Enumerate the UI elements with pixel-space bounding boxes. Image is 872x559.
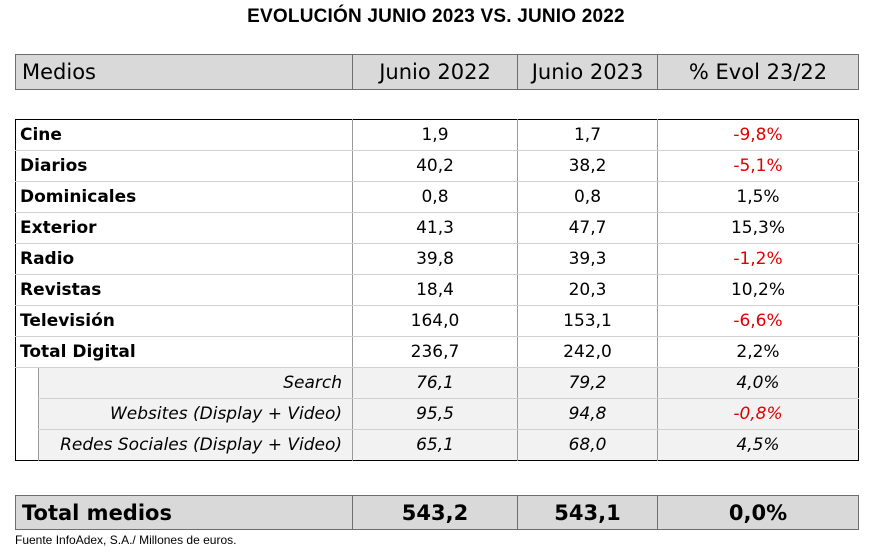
value-2023: 38,2 — [517, 150, 658, 182]
sub-row: Search 76,1 79,2 4,0% — [15, 367, 859, 399]
table-row: Diarios 40,2 38,2 -5,1% — [15, 150, 859, 182]
row-label: Total Digital — [15, 336, 353, 368]
total-row: Total medios 543,2 543,1 0,0% — [15, 495, 859, 530]
indent-cell — [15, 398, 39, 430]
value-evol: -6,6% — [657, 305, 859, 337]
value-2023: 68,0 — [517, 429, 658, 461]
indent-cell — [15, 367, 39, 399]
table-row: Dominicales 0,8 0,8 1,5% — [15, 181, 859, 213]
value-2023: 242,0 — [517, 336, 658, 368]
table-row: Total Digital 236,7 242,0 2,2% — [15, 336, 859, 368]
row-label: Radio — [15, 243, 353, 275]
total-2022: 543,2 — [352, 495, 518, 530]
value-2023: 0,8 — [517, 181, 658, 213]
value-2022: 40,2 — [352, 150, 518, 182]
data-table: Cine 1,9 1,7 -9,8% Diarios 40,2 38,2 -5,1% Domin… — [15, 119, 859, 461]
table-row: Exterior 41,3 47,7 15,3% — [15, 212, 859, 244]
total-evol: 0,0% — [657, 495, 859, 530]
value-2022: 65,1 — [352, 429, 518, 461]
row-label: Diarios — [15, 150, 353, 182]
value-2022: 164,0 — [352, 305, 518, 337]
value-2022: 236,7 — [352, 336, 518, 368]
header-evol: % Evol 23/22 — [657, 54, 859, 90]
header-junio-2022: Junio 2022 — [352, 54, 518, 90]
header-junio-2023: Junio 2023 — [517, 54, 658, 90]
value-2023: 47,7 — [517, 212, 658, 244]
row-label: Televisión — [15, 305, 353, 337]
table-row: Televisión 164,0 153,1 -6,6% — [15, 305, 859, 337]
value-2023: 39,3 — [517, 243, 658, 275]
value-evol: -1,2% — [657, 243, 859, 275]
value-2022: 41,3 — [352, 212, 518, 244]
table-row: Radio 39,8 39,3 -1,2% — [15, 243, 859, 275]
value-2022: 76,1 — [352, 367, 518, 399]
value-evol: 1,5% — [657, 181, 859, 213]
table-row: Cine 1,9 1,7 -9,8% — [15, 119, 859, 151]
value-evol: 15,3% — [657, 212, 859, 244]
sub-row-label: Redes Sociales (Display + Video) — [38, 429, 353, 461]
value-2022: 39,8 — [352, 243, 518, 275]
header-medios: Medios — [22, 60, 96, 84]
value-evol: 10,2% — [657, 274, 859, 306]
row-label: Dominicales — [15, 181, 353, 213]
value-2022: 1,9 — [352, 119, 518, 151]
value-2023: 153,1 — [517, 305, 658, 337]
value-2023: 94,8 — [517, 398, 658, 430]
value-2022: 18,4 — [352, 274, 518, 306]
table-header: Medios Junio 2022 Junio 2023 % Evol 23/2… — [15, 54, 859, 90]
value-evol: -0,8% — [657, 398, 859, 430]
row-label: Exterior — [15, 212, 353, 244]
value-2022: 95,5 — [352, 398, 518, 430]
source-note: Fuente InfoAdex, S.A./ Millones de euros… — [15, 533, 237, 547]
row-label: Cine — [15, 119, 353, 151]
value-2023: 1,7 — [517, 119, 658, 151]
value-2022: 0,8 — [352, 181, 518, 213]
page-title: EVOLUCIÓN JUNIO 2023 VS. JUNIO 2022 — [247, 6, 625, 27]
value-evol: 4,5% — [657, 429, 859, 461]
sub-row: Redes Sociales (Display + Video) 65,1 68,0… — [15, 429, 859, 461]
table-row: Revistas 18,4 20,3 10,2% — [15, 274, 859, 306]
value-evol: 4,0% — [657, 367, 859, 399]
total-2023: 543,1 — [517, 495, 658, 530]
value-evol: -9,8% — [657, 119, 859, 151]
value-2023: 20,3 — [517, 274, 658, 306]
row-label: Revistas — [15, 274, 353, 306]
value-2023: 79,2 — [517, 367, 658, 399]
sub-row-label: Search — [38, 367, 353, 399]
value-evol: 2,2% — [657, 336, 859, 368]
total-label: Total medios — [22, 500, 172, 525]
sub-row-label: Websites (Display + Video) — [38, 398, 353, 430]
sub-row: Websites (Display + Video) 95,5 94,8 -0,8% — [15, 398, 859, 430]
value-evol: -5,1% — [657, 150, 859, 182]
indent-cell — [15, 429, 39, 461]
